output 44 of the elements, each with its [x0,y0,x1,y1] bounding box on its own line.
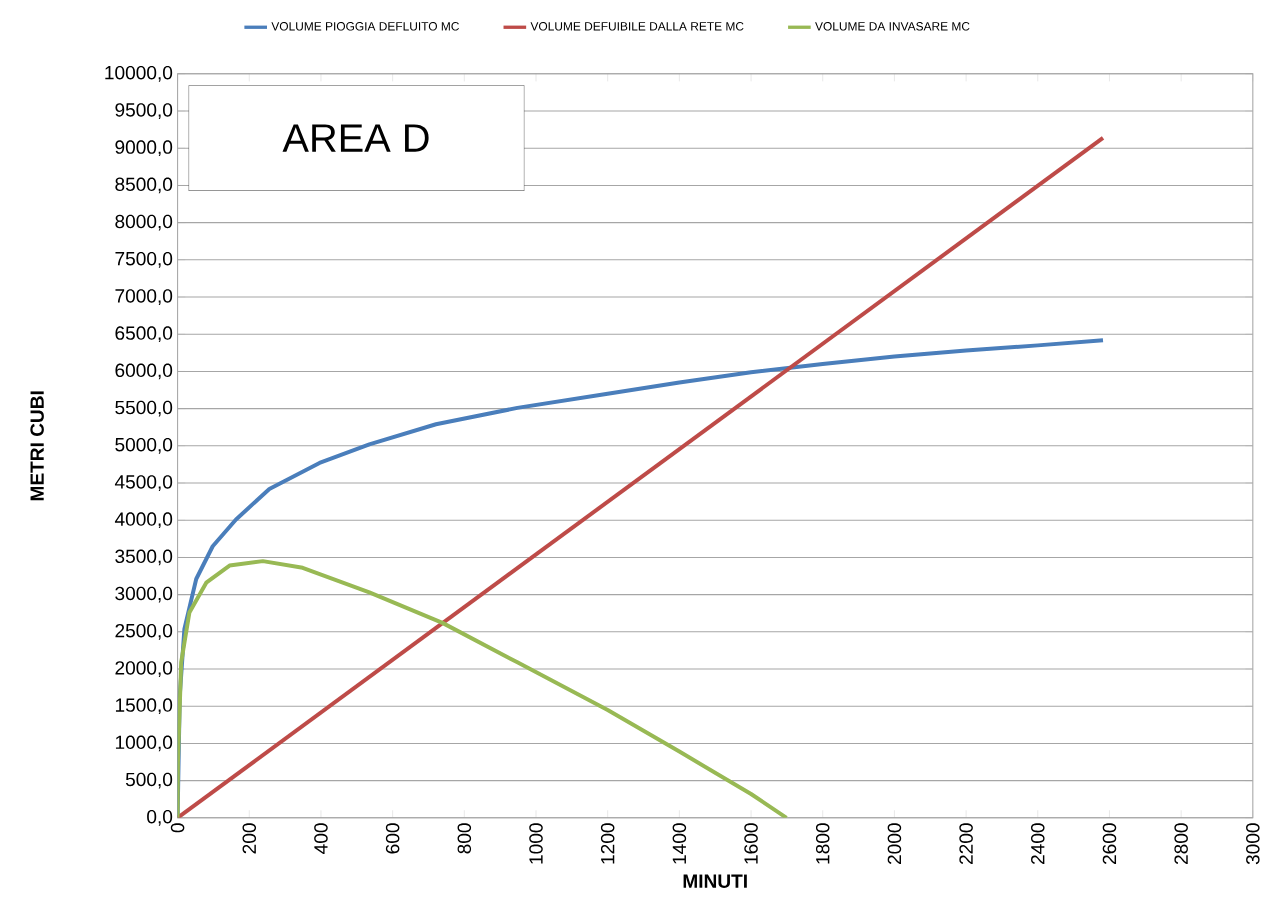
y-tick-label: 4500,0 [114,475,173,491]
x-tick-label: 400 [314,823,328,854]
x-tick-label: 600 [385,823,400,854]
x-tick-label: 1800 [815,823,830,864]
y-tick-label: 6500,0 [115,326,173,343]
y-tick-label: 500,0 [125,772,173,789]
x-tick-label: 2400 [1031,823,1045,865]
x-tick-label: 200 [242,823,257,854]
y-tick-label: 1500,0 [115,698,173,715]
legend-label: VOLUME DA INVASARE MC [815,22,970,31]
y-axis-title: METRI CUBI [30,391,44,501]
legend-label: VOLUME DEFUIBILE DALLA RETE MC [530,22,744,31]
y-tick-label: 3500,0 [115,549,173,566]
y-tick-label: 0,0 [147,809,173,826]
y-tick-label: 4000,0 [114,512,173,529]
y-tick-label: 6000,0 [115,363,173,380]
x-tick-label: 2000 [887,823,902,865]
x-tick-label: 2800 [1174,823,1188,865]
legend-label: VOLUME PIOGGIA DEFLUITO MC [271,22,459,31]
x-axis-title: MINUTI [683,874,747,888]
y-tick-label: 10000,0 [105,65,173,82]
y-tick-label: 2500,0 [115,623,173,640]
x-tick-label: 800 [457,823,472,854]
y-tick-label: 9500,0 [115,103,173,119]
x-tick-label: 2200 [959,823,973,865]
annotation: AREA D [282,124,429,152]
x-tick-label: 1000 [529,823,543,864]
y-tick-label: 2000,0 [115,661,173,677]
y-tick-label: 7500,0 [115,251,173,268]
y-tick-label: 7000,0 [115,289,173,305]
x-tick-label: 0 [170,823,185,833]
y-tick-label: 3000,0 [115,586,173,603]
y-tick-label: 5000,0 [115,437,173,454]
x-tick-label: 1200 [600,823,615,864]
y-tick-label: 5500,0 [115,400,173,417]
x-tick-label: 2600 [1102,823,1117,865]
y-tick-label: 1000,0 [115,735,173,752]
y-tick-label: 8000,0 [115,214,173,231]
y-tick-label: 9000,0 [115,140,173,157]
y-tick-label: 8500,0 [115,177,173,194]
line-series [177,559,789,818]
x-tick-label: 1600 [744,823,758,864]
x-tick-label: 1400 [672,823,687,864]
x-tick-label: 3000 [1246,823,1260,865]
